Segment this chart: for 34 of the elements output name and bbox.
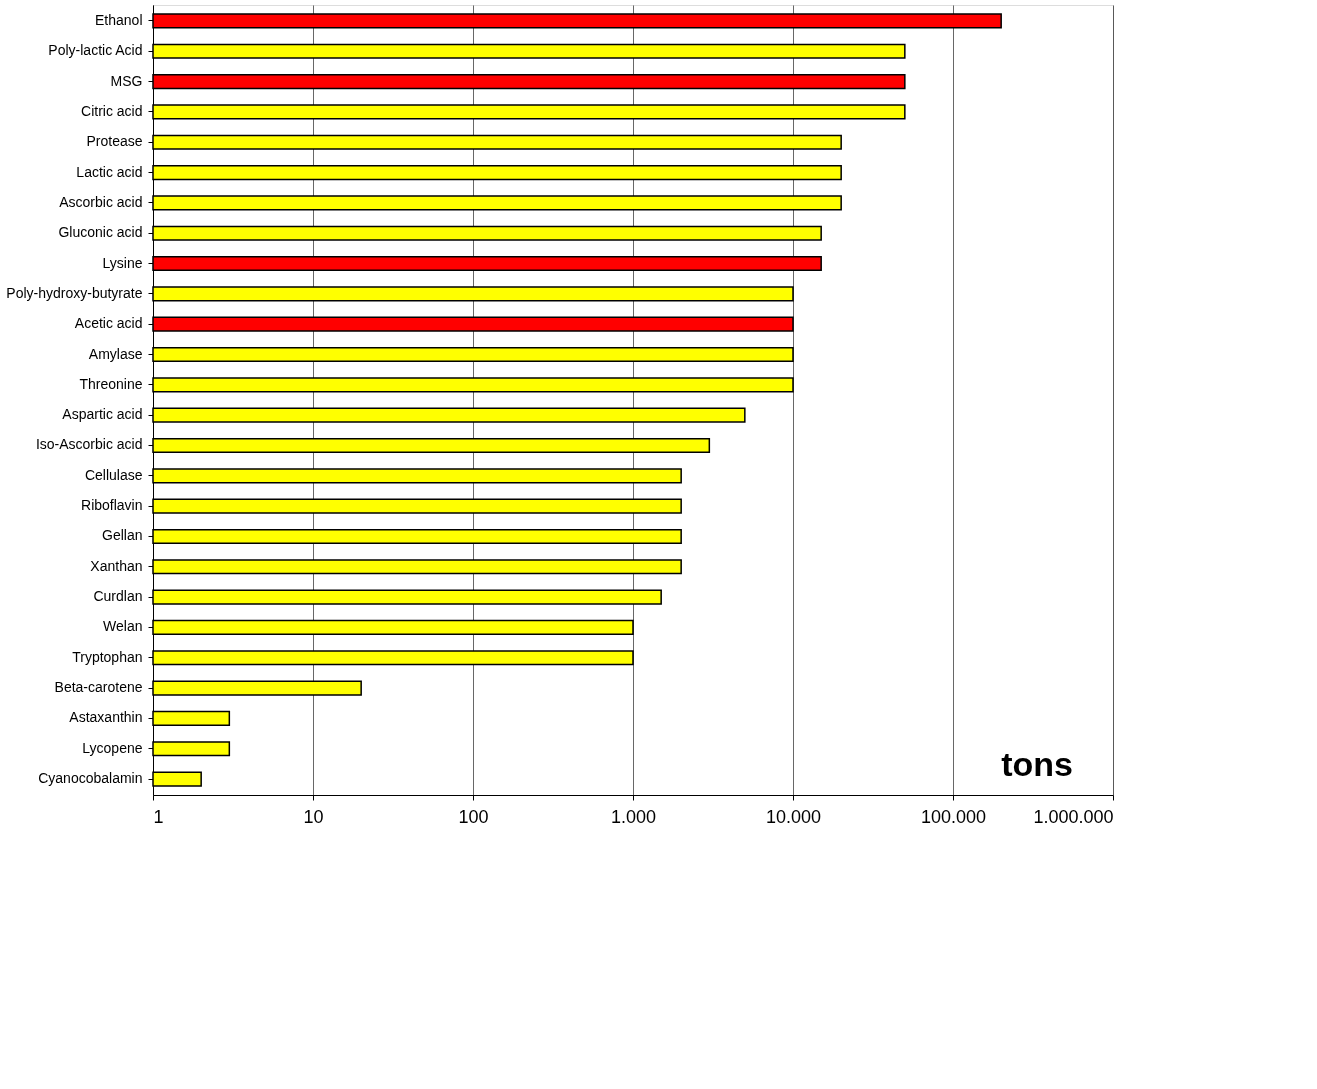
y-tick-label: Aspartic acid [62, 406, 143, 423]
y-tick-label: Protease [86, 133, 143, 150]
y-tick-label: Lactic acid [76, 163, 143, 180]
x-tick-label: 10 [303, 806, 324, 827]
x-tick-label: 10.000 [765, 806, 822, 827]
x-tick-label: 1.000 [610, 806, 657, 827]
y-tick-label: Astaxanthin [69, 709, 143, 726]
y-tick-label: Citric acid [81, 102, 143, 119]
y-tick-label: Curdlan [93, 588, 143, 605]
y-tick-label: Xanthan [90, 557, 143, 574]
x-tick-label: 1 [153, 806, 164, 827]
annotation: tons [1001, 745, 1073, 783]
y-tick-label: Iso-Ascorbic acid [35, 436, 143, 453]
y-tick-label: Ascorbic acid [59, 193, 143, 210]
y-tick-label: Ethanol [95, 11, 143, 28]
y-tick-label: Lysine [102, 254, 143, 271]
y-tick-label: MSG [110, 72, 143, 89]
y-tick-label: Lycopene [82, 739, 143, 756]
y-tick-label: Poly-hydroxy-butyrate [6, 284, 143, 301]
y-tick-label: Welan [103, 618, 143, 635]
y-tick-label: Cyanocobalamin [38, 770, 143, 787]
y-tick-label: Gellan [102, 527, 143, 544]
y-tick-label: Tryptophan [72, 648, 143, 665]
y-tick-label: Cellulase [84, 466, 143, 483]
y-tick-label: Poly-lactic Acid [48, 42, 143, 59]
x-tick-label: 100.000 [920, 806, 987, 827]
y-tick-label: Acetic acid [74, 315, 143, 332]
y-tick-label: Amylase [88, 345, 143, 362]
y-tick-label: Beta-carotene [54, 679, 143, 696]
y-tick-label: Threonine [79, 375, 143, 392]
y-tick-label: Riboflavin [81, 497, 143, 514]
x-tick-label: 1.000.000 [1033, 806, 1114, 827]
x-tick-label: 100 [458, 806, 489, 827]
y-tick-label: Gluconic acid [58, 224, 143, 241]
